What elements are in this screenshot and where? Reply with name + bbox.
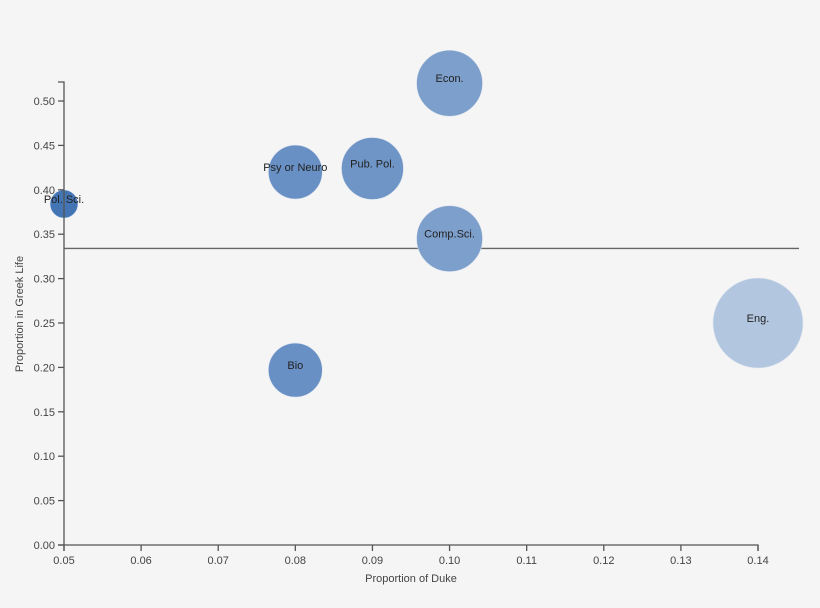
x-tick-label: 0.07 <box>208 555 229 567</box>
x-axis-line <box>63 544 759 551</box>
y-tick-label: 0.00 <box>34 540 55 552</box>
y-tick-label: 0.30 <box>34 274 55 286</box>
bubble-pub-pol[interactable] <box>341 137 404 200</box>
y-tick-label: 0.05 <box>34 496 55 508</box>
y-axis-title: Proportion in Greek Life <box>14 256 26 372</box>
bubble-comp-sci[interactable] <box>416 205 483 272</box>
bubble-label: Econ. <box>435 73 463 85</box>
y-tick-label: 0.20 <box>34 362 55 374</box>
y-tick-label: 0.50 <box>34 96 55 108</box>
bubbles <box>49 49 804 398</box>
bubble-label: Pol. Sci. <box>44 194 84 206</box>
bubble-eng[interactable] <box>712 277 804 369</box>
y-axis: 0.00 0.05 0.10 0.15 0.20 0.25 0.30 0.35 0.40 0.45… <box>34 81 65 552</box>
y-tick-label: 0.10 <box>34 451 55 463</box>
x-tick-label: 0.08 <box>285 555 306 567</box>
bubble-label: Eng. <box>747 313 770 325</box>
bubble-econ[interactable] <box>416 49 483 117</box>
bubble-label: Bio <box>287 360 303 372</box>
x-tick-label: 0.12 <box>593 555 614 567</box>
x-tick-label: 0.10 <box>439 555 460 567</box>
x-axis-title: Proportion of Duke <box>365 573 457 585</box>
x-axis: 0.05 0.06 0.07 0.08 0.09 0.10 0.11 0.12 0.13 0.14 <box>53 544 769 567</box>
bubble-bio[interactable] <box>268 342 323 398</box>
y-axis-line <box>58 81 65 546</box>
y-tick-label: 0.15 <box>34 407 55 419</box>
x-tick-label: 0.09 <box>362 555 383 567</box>
x-tick-label: 0.13 <box>670 555 691 567</box>
bubble-psy-or-neuro[interactable] <box>268 144 323 200</box>
y-tick-label: 0.40 <box>34 185 55 197</box>
x-tick-label: 0.14 <box>747 555 768 567</box>
bubble-label: Comp.Sci. <box>424 229 475 241</box>
y-tick-label: 0.45 <box>34 140 55 152</box>
y-tick-label: 0.25 <box>34 318 55 330</box>
bubble-label: Pub. Pol. <box>350 158 395 170</box>
y-tick-label: 0.35 <box>34 229 55 241</box>
x-tick-label: 0.05 <box>53 555 74 567</box>
bubble-labels: Econ. Pub. Pol. Psy or Neuro Pol. Sci. Comp.… <box>44 73 770 372</box>
bubble-label: Psy or Neuro <box>263 162 327 174</box>
x-tick-label: 0.11 <box>516 555 537 567</box>
x-tick-label: 0.06 <box>130 555 151 567</box>
